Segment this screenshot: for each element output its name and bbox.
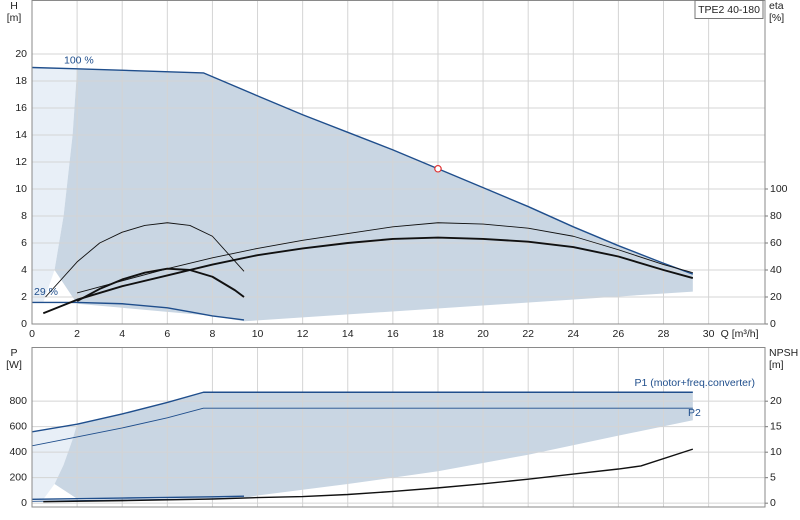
y2-tick-label: 60 — [770, 237, 782, 249]
y-tick-label: 12 — [15, 156, 27, 168]
curve-label: 29 % — [34, 286, 58, 298]
x-tick-label: 4 — [119, 328, 125, 340]
y2-axis-title: [%] — [769, 12, 784, 24]
y-tick-label: 16 — [15, 102, 27, 114]
curve-label: 100 % — [64, 54, 94, 66]
plot-frame — [31, 0, 766, 325]
x-tick-label: 30 — [703, 328, 715, 340]
operating-region — [32, 424, 78, 500]
y2-tick-label: 15 — [770, 420, 782, 432]
curve — [43, 448, 694, 503]
curve — [45, 222, 245, 298]
y-tick-label: 0 — [21, 497, 27, 509]
y-tick-label: 18 — [15, 75, 27, 87]
y2-tick-label: 20 — [770, 291, 782, 303]
y-tick-label: 800 — [9, 395, 27, 407]
x-tick-label: 2 — [74, 328, 80, 340]
x-tick-label: 20 — [477, 328, 489, 340]
x-tick-label: 24 — [567, 328, 579, 340]
y-axis-title: P — [10, 347, 17, 359]
y-tick-label: 14 — [15, 129, 27, 141]
x-tick-label: 10 — [252, 328, 264, 340]
x-tick-label: 26 — [613, 328, 625, 340]
y-tick-label: 20 — [15, 48, 27, 60]
curve — [42, 236, 694, 315]
operating-region — [54, 68, 693, 322]
curve-label: P1 (motor+freq.converter) — [634, 377, 755, 389]
y-tick-label: 600 — [9, 420, 27, 432]
curve-label: P2 — [688, 407, 701, 419]
plot-area — [32, 347, 765, 507]
curve — [32, 407, 693, 447]
x-tick-label: 6 — [164, 328, 170, 340]
y2-tick-label: 5 — [770, 471, 776, 483]
operating-region — [54, 392, 693, 499]
x-tick-label: 12 — [297, 328, 309, 340]
x-tick-label: 8 — [210, 328, 216, 340]
curve — [76, 222, 693, 294]
y-tick-label: 2 — [21, 291, 27, 303]
x-tick-label: 22 — [522, 328, 534, 340]
y-tick-label: 8 — [21, 210, 27, 222]
x-tick-label: 0 — [29, 328, 35, 340]
y-axis-title: H — [10, 0, 18, 12]
curve — [32, 391, 693, 433]
x-tick-label: 16 — [387, 328, 399, 340]
y2-tick-label: 80 — [770, 210, 782, 222]
y-axis-title: [m] — [7, 12, 22, 24]
operating-region — [32, 67, 78, 303]
y-tick-label: 6 — [21, 237, 27, 249]
title-box — [694, 0, 764, 19]
chart-title: TPE2 40-180 — [698, 4, 760, 16]
y-tick-label: 10 — [15, 183, 27, 195]
y-axis-title: [W] — [6, 359, 22, 371]
y2-tick-label: 20 — [770, 395, 782, 407]
duty-point — [434, 164, 442, 173]
plot-frame — [31, 347, 766, 508]
y-tick-label: 4 — [21, 264, 27, 276]
y2-tick-label: 40 — [770, 264, 782, 276]
curve — [32, 66, 694, 275]
curve — [76, 267, 245, 302]
y2-tick-label: 100 — [770, 183, 788, 195]
y2-axis-title: [m] — [769, 359, 784, 371]
y2-tick-label: 10 — [770, 446, 782, 458]
y2-axis-title: NPSH — [769, 347, 798, 359]
x-tick-label: 18 — [432, 328, 444, 340]
x-axis-title: Q [m³/h] — [721, 328, 759, 340]
y2-tick-label: 0 — [770, 318, 776, 330]
y2-tick-label: 0 — [770, 497, 776, 509]
y2-axis-title: eta — [769, 0, 784, 12]
y-tick-label: 0 — [21, 318, 27, 330]
x-tick-label: 14 — [342, 328, 354, 340]
x-tick-label: 28 — [658, 328, 670, 340]
y-tick-label: 200 — [9, 471, 27, 483]
curve — [32, 495, 245, 501]
plot-area — [32, 0, 765, 324]
curve — [32, 301, 245, 321]
y-tick-label: 400 — [9, 446, 27, 458]
